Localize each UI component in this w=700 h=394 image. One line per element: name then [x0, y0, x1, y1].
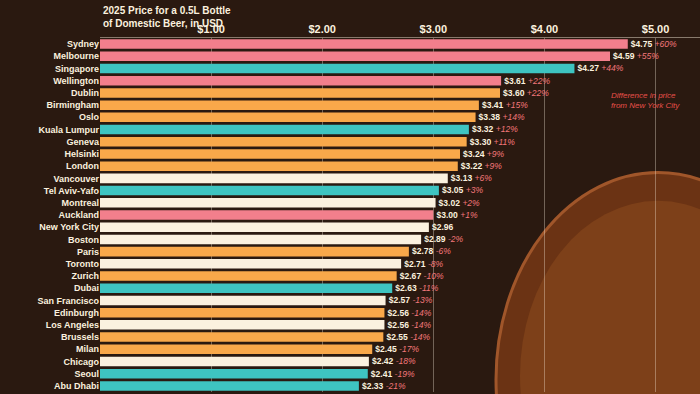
svg-text:Brussels: Brussels	[61, 332, 99, 342]
svg-text:$3.38 +14%: $3.38 +14%	[479, 112, 525, 122]
svg-text:$2.89 -2%: $2.89 -2%	[424, 234, 463, 244]
svg-text:$3.22 +9%: $3.22 +9%	[461, 161, 503, 171]
svg-text:Dubai: Dubai	[74, 283, 99, 293]
svg-text:Chicago: Chicago	[63, 357, 99, 367]
svg-text:$3.30 +11%: $3.30 +11%	[470, 137, 516, 147]
svg-text:Milan: Milan	[76, 344, 99, 354]
svg-text:$2.45 -17%: $2.45 -17%	[375, 344, 419, 354]
svg-text:Helsinki: Helsinki	[64, 149, 99, 159]
svg-text:$2.42 -18%: $2.42 -18%	[372, 356, 416, 366]
svg-text:$2.96: $2.96	[432, 222, 454, 232]
svg-text:Vancouver: Vancouver	[53, 174, 99, 184]
svg-text:Auckland: Auckland	[58, 210, 99, 220]
svg-text:$3.13 +6%: $3.13 +6%	[451, 173, 493, 183]
svg-text:Wellington: Wellington	[53, 76, 99, 86]
svg-text:$2.57 -13%: $2.57 -13%	[389, 295, 433, 305]
svg-text:$3.24 +9%: $3.24 +9%	[463, 149, 505, 159]
svg-text:Boston: Boston	[68, 235, 99, 245]
svg-text:Geneva: Geneva	[66, 137, 100, 147]
svg-text:Singapore: Singapore	[55, 64, 99, 74]
svg-text:San Francisco: San Francisco	[37, 296, 99, 306]
svg-text:$2.33 -21%: $2.33 -21%	[362, 381, 406, 391]
svg-text:$2.56 -14%: $2.56 -14%	[387, 308, 431, 318]
svg-text:$3.02 +2%: $3.02 +2%	[439, 198, 481, 208]
svg-text:London: London	[66, 161, 99, 171]
svg-text:Toronto: Toronto	[66, 259, 100, 269]
svg-text:$2.71 -8%: $2.71 -8%	[404, 259, 443, 269]
svg-text:Seoul: Seoul	[74, 369, 99, 379]
svg-text:$3.41 +15%: $3.41 +15%	[482, 100, 528, 110]
svg-text:Paris: Paris	[77, 247, 99, 257]
svg-text:Sydney: Sydney	[67, 39, 99, 49]
svg-text:$2.63 -11%: $2.63 -11%	[395, 283, 438, 293]
svg-text:$5.00: $5.00	[642, 23, 670, 35]
svg-text:$4.27 +44%: $4.27 +44%	[578, 63, 624, 73]
svg-text:$3.00: $3.00	[420, 23, 448, 35]
svg-text:2025 Price for a 0.5L Bottleof: 2025 Price for a 0.5L Bottleof Domestic …	[103, 5, 231, 29]
svg-text:$3.60 +22%: $3.60 +22%	[503, 88, 549, 98]
svg-text:$3.61 +22%: $3.61 +22%	[504, 76, 550, 86]
svg-text:$2.67 -10%: $2.67 -10%	[400, 271, 444, 281]
svg-text:$3.00 +1%: $3.00 +1%	[436, 210, 478, 220]
svg-text:Kuala Lumpur: Kuala Lumpur	[38, 125, 99, 135]
svg-text:Difference in pricefrom New Yo: Difference in pricefrom New York City	[611, 91, 680, 110]
svg-text:$1.00: $1.00	[197, 23, 225, 35]
svg-text:Melbourne: Melbourne	[53, 51, 99, 61]
svg-text:Dublin: Dublin	[71, 88, 99, 98]
svg-text:Tel Aviv-Yafo: Tel Aviv-Yafo	[44, 186, 100, 196]
svg-text:$2.78 -6%: $2.78 -6%	[412, 246, 451, 256]
svg-text:$3.05 +3%: $3.05 +3%	[442, 185, 484, 195]
svg-text:Montreal: Montreal	[61, 198, 99, 208]
svg-text:Los Angeles: Los Angeles	[46, 320, 99, 330]
svg-text:$2.55 -14%: $2.55 -14%	[386, 332, 430, 342]
svg-text:Zurich: Zurich	[71, 271, 99, 281]
svg-text:$2.00: $2.00	[308, 23, 336, 35]
svg-text:$4.75 +60%: $4.75 +60%	[631, 39, 677, 49]
svg-text:$2.56 -14%: $2.56 -14%	[388, 320, 432, 330]
svg-text:Oslo: Oslo	[79, 112, 100, 122]
svg-text:$2.41 -19%: $2.41 -19%	[371, 369, 415, 379]
svg-text:Birmingham: Birmingham	[46, 100, 99, 110]
svg-text:$3.32 +12%: $3.32 +12%	[472, 124, 518, 134]
svg-text:Edinburgh: Edinburgh	[54, 308, 99, 318]
svg-text:New York City: New York City	[39, 222, 99, 232]
svg-text:Abu Dhabi: Abu Dhabi	[54, 381, 99, 391]
svg-text:$4.00: $4.00	[531, 23, 559, 35]
svg-text:$4.59 +55%: $4.59 +55%	[613, 51, 659, 61]
